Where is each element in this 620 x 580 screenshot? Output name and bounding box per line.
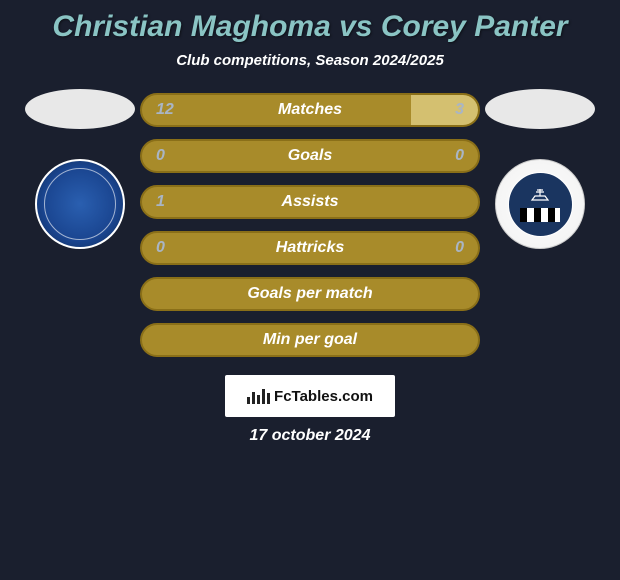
- stats-column: 12 Matches 3 0 Goals 0 1 Assists 0 Hattricks 0 Goal…: [140, 89, 480, 357]
- page-title: Christian Maghoma vs Corey Panter: [0, 10, 620, 44]
- site-name: FcTables.com: [274, 388, 373, 405]
- stat-bar: Min per goal: [140, 323, 480, 357]
- checker-pattern: [520, 208, 560, 222]
- stat-value-right: 0: [455, 239, 464, 257]
- stat-label: Goals per match: [247, 285, 372, 303]
- stat-value-right: 0: [455, 147, 464, 165]
- bars-icon: [247, 389, 270, 404]
- stat-value-left: 0: [156, 239, 165, 257]
- stat-value-right: 3: [455, 101, 464, 119]
- stat-label: Matches: [278, 101, 342, 119]
- crest-right-inner: [508, 172, 573, 237]
- stat-label: Hattricks: [276, 239, 344, 257]
- stat-bar: 0 Hattricks 0: [140, 231, 480, 265]
- player-photo-placeholder-right: [485, 89, 595, 129]
- subtitle: Club competitions, Season 2024/2025: [0, 52, 620, 69]
- ship-icon: [528, 186, 552, 204]
- comparison-row: 12 Matches 3 0 Goals 0 1 Assists 0 Hattricks 0 Goal…: [0, 89, 620, 357]
- stat-value-left: 12: [156, 101, 174, 119]
- stat-bar: 12 Matches 3: [140, 93, 480, 127]
- stat-label: Min per goal: [263, 331, 357, 349]
- stat-bar: Goals per match: [140, 277, 480, 311]
- stat-value-left: 0: [156, 147, 165, 165]
- stat-bar: 1 Assists: [140, 185, 480, 219]
- club-crest-right: [495, 159, 585, 249]
- right-player-col: [480, 89, 600, 249]
- left-player-col: [20, 89, 140, 249]
- stat-value-left: 1: [156, 193, 165, 211]
- club-crest-left: [35, 159, 125, 249]
- stat-label: Goals: [288, 147, 332, 165]
- date-label: 17 october 2024: [0, 427, 620, 445]
- site-badge[interactable]: FcTables.com: [225, 375, 395, 417]
- player-photo-placeholder-left: [25, 89, 135, 129]
- stat-bar: 0 Goals 0: [140, 139, 480, 173]
- stat-fill-right: [411, 95, 478, 125]
- stat-label: Assists: [282, 193, 339, 211]
